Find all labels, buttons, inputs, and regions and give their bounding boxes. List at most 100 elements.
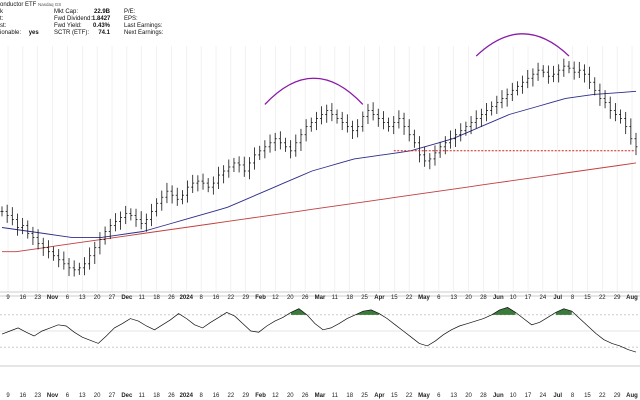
meta-row: k <box>0 9 3 15</box>
x-tick-label: 29 <box>242 295 249 301</box>
metric-row: Fwd Dividend: 1.8427 <box>54 16 111 22</box>
metric-row: SCTR (ETF): 74.1 <box>54 30 110 36</box>
x-tick-label: 13 <box>450 393 457 399</box>
x-tick-label: 2024 <box>180 393 194 399</box>
x-tick-label: Jul <box>553 393 562 399</box>
x-tick-label: 24 <box>540 295 547 301</box>
meta-row: ionable: yes <box>0 30 39 36</box>
x-tick-label: 26 <box>168 295 175 301</box>
moving-average-long-line <box>2 162 637 253</box>
x-tick-label: 20 <box>287 295 294 301</box>
x-tick-label: Nov <box>47 393 59 399</box>
x-tick-label: 16 <box>20 393 27 399</box>
pattern-arc <box>475 33 570 57</box>
x-tick-label: 18 <box>153 295 160 301</box>
x-tick-label: 9 <box>6 393 10 399</box>
x-tick-label: 17 <box>525 393 532 399</box>
overbought-fill <box>555 308 572 315</box>
x-tick-label: 11 <box>332 295 339 301</box>
x-tick-label: 6 <box>66 295 70 301</box>
left-meta: k t: st: ionable: yes <box>0 9 39 37</box>
x-tick-label: 20 <box>94 393 101 399</box>
x-tick-label: 15 <box>584 393 591 399</box>
x-tick-label: 16 <box>213 295 220 301</box>
fundamental-label: P/E: <box>124 9 136 15</box>
x-tick-label: 8 <box>199 295 203 301</box>
x-tick-label: 17 <box>525 295 532 301</box>
x-tick-label: Aug <box>626 393 638 399</box>
x-tick-label: Apr <box>374 295 385 301</box>
metric-row: Fwd Yield: 0.43% <box>54 23 110 29</box>
x-tick-label: 26 <box>302 393 309 399</box>
x-tick-label: 8 <box>571 295 575 301</box>
x-tick-label: 27 <box>109 295 116 301</box>
x-tick-label: 20 <box>465 295 472 301</box>
fundamentals-block: P/E: EPS: Last Earnings: Next Earnings: <box>124 9 163 37</box>
x-tick-label: 29 <box>242 393 249 399</box>
fundamental-label: Last Earnings: <box>124 23 163 29</box>
x-tick-label: 27 <box>109 393 116 399</box>
fund-name: onductor ETF <box>0 2 37 8</box>
x-tick-label: 13 <box>450 295 457 301</box>
ticker-title: onductor ETF Nasdaq GS <box>0 1 61 9</box>
x-tick-label: Jun <box>493 295 504 301</box>
x-tick-label: 11 <box>139 393 146 399</box>
x-tick-label: 16 <box>20 295 27 301</box>
x-tick-label: 23 <box>34 295 41 301</box>
x-tick-label: Feb <box>255 295 266 301</box>
x-tick-label: 15 <box>391 295 398 301</box>
x-tick-label: Mar <box>315 393 326 399</box>
oscillator-panel <box>0 307 640 353</box>
metric-row: Mkt Cap: 22.9B <box>54 9 110 15</box>
x-tick-label: 8 <box>199 393 203 399</box>
x-tick-label: Dec <box>121 295 133 301</box>
x-tick-label: 6 <box>437 393 441 399</box>
x-tick-label: 28 <box>480 295 487 301</box>
x-tick-label: 25 <box>361 393 368 399</box>
meta-row: t: <box>0 16 4 22</box>
x-tick-label: 15 <box>584 295 591 301</box>
x-axis-price: 9 16 23 Nov 6 13 20 27 Dec 11 18 26 2024 8 16 22 29 Feb 12… <box>6 295 638 301</box>
pattern-annotations <box>264 33 636 152</box>
x-tick-label: 11 <box>139 295 146 301</box>
x-tick-label: Nov <box>47 295 59 301</box>
fundamental-label: Next Earnings: <box>124 30 164 36</box>
x-tick-label: 2024 <box>180 295 194 301</box>
x-tick-label: 11 <box>332 393 339 399</box>
x-tick-label: 23 <box>34 393 41 399</box>
price-bars <box>0 58 638 277</box>
x-tick-label: 22 <box>406 393 413 399</box>
x-tick-label: 18 <box>153 393 160 399</box>
x-tick-label: 22 <box>228 295 235 301</box>
x-tick-label: Mar <box>315 295 326 301</box>
x-tick-label: 6 <box>437 295 441 301</box>
x-tick-label: 25 <box>361 295 368 301</box>
x-tick-label: 8 <box>571 393 575 399</box>
x-tick-label: May <box>418 295 430 301</box>
x-tick-label: 20 <box>465 393 472 399</box>
x-tick-label: 9 <box>6 295 10 301</box>
x-tick-label: 20 <box>94 295 101 301</box>
exchange-label: Nasdaq GS <box>38 2 62 7</box>
x-tick-label: 18 <box>346 393 353 399</box>
grid-lines <box>7 46 633 292</box>
overbought-fill <box>290 308 307 315</box>
x-tick-label: 16 <box>213 393 220 399</box>
x-tick-label: 18 <box>346 295 353 301</box>
x-tick-label: 6 <box>66 393 70 399</box>
x-tick-label: 29 <box>614 295 621 301</box>
x-tick-label: Jul <box>553 295 562 301</box>
fundamental-label: EPS: <box>124 16 138 22</box>
x-tick-label: 22 <box>406 295 413 301</box>
pattern-arc <box>264 77 364 105</box>
x-tick-label: 28 <box>480 393 487 399</box>
x-tick-label: 13 <box>79 295 86 301</box>
oscillator-line <box>1 307 637 353</box>
x-tick-label: Aug <box>626 295 638 301</box>
x-tick-label: 10 <box>510 393 517 399</box>
meta-row: st: <box>0 23 7 29</box>
x-tick-label: 26 <box>168 393 175 399</box>
overbought-fill <box>491 307 516 315</box>
x-tick-label: 20 <box>287 393 294 399</box>
